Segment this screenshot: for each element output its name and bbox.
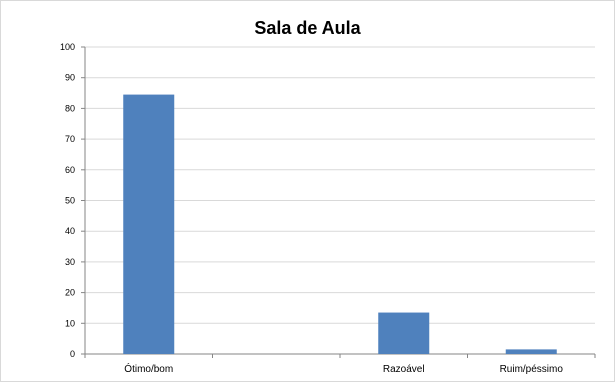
bar-Ruim/péssimo xyxy=(505,349,557,354)
x-category-label: Ótimo/bom xyxy=(124,362,173,375)
x-category-label: Ruim/péssimo xyxy=(500,364,564,375)
y-tick-label: 60 xyxy=(65,165,75,175)
y-tick-label: 100 xyxy=(60,42,75,52)
y-tick-label: 90 xyxy=(65,73,75,83)
bars xyxy=(123,94,557,355)
y-tick-label: 10 xyxy=(65,318,75,328)
bar-Razoável xyxy=(378,312,430,354)
x-category-labels: Ótimo/bom Razoável Ruim/péssimo xyxy=(124,362,563,375)
y-tick-label: 0 xyxy=(70,349,75,359)
y-tick-labels: 0 10 20 30 40 50 60 70 80 90 100 xyxy=(60,42,75,359)
y-tick-label: 80 xyxy=(65,103,75,113)
y-tick-label: 70 xyxy=(65,134,75,144)
y-tick-label: 20 xyxy=(65,288,75,298)
y-tick-label: 40 xyxy=(65,226,75,236)
bar-Ótimo/bom xyxy=(123,94,175,355)
y-tick-label: 30 xyxy=(65,257,75,267)
y-tick-label: 50 xyxy=(65,196,75,206)
chart-title: Sala de Aula xyxy=(254,18,361,38)
x-category-label: Razoável xyxy=(383,364,425,375)
